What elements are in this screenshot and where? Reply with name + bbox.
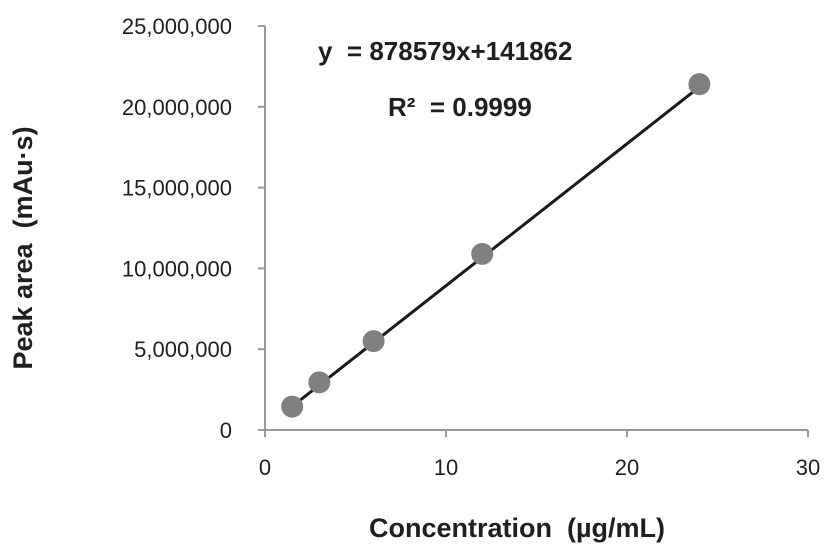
x-axis-title: Concentration (µg/mL) (369, 513, 665, 543)
y-tick-label: 20,000,000 (122, 95, 232, 120)
data-points (281, 73, 711, 418)
y-tick-label: 15,000,000 (122, 176, 232, 201)
data-point (362, 330, 385, 353)
x-tick-label: 30 (796, 455, 820, 480)
y-tick-label: 5,000,000 (134, 337, 232, 362)
data-point (471, 242, 494, 265)
x-tick-label: 0 (259, 455, 271, 480)
data-point (688, 73, 711, 96)
y-axis-title: Peak area (mAu·s) (8, 126, 38, 369)
y-axis-ticks: 0 5,000,000 10,000,000 15,000,000 20,000,000… (122, 14, 265, 443)
linear-trendline (291, 85, 701, 408)
y-tick-label: 25,000,000 (122, 14, 232, 39)
r-squared-label: R² = 0.9999 (388, 92, 532, 122)
y-tick-label: 0 (220, 418, 232, 443)
data-point (281, 395, 304, 418)
y-tick-label: 10,000,000 (122, 256, 232, 281)
x-tick-label: 10 (434, 455, 458, 480)
regression-equation: y = 878579x+141862 (318, 36, 572, 66)
x-tick-label: 20 (615, 455, 639, 480)
data-point (308, 371, 331, 394)
x-axis-ticks: 0 10 20 30 (259, 430, 820, 480)
